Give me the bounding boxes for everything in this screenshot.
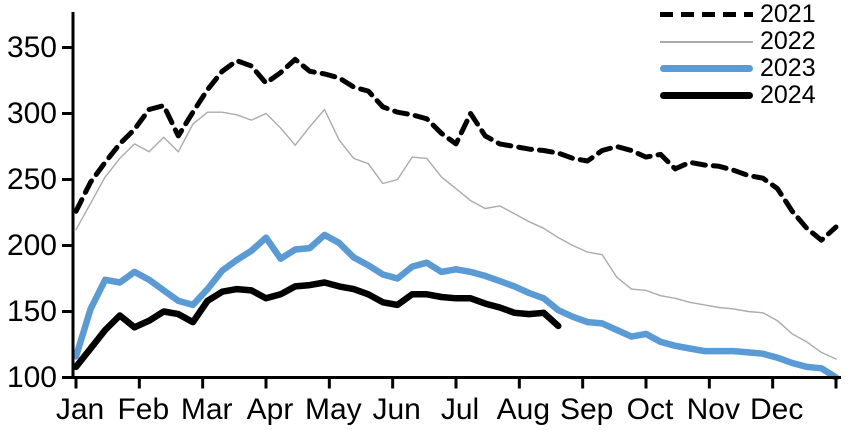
x-tick-label-Aug: Aug [497, 393, 550, 426]
legend-label-2021: 2021 [760, 0, 816, 28]
legend-item-2022: 2022 [660, 28, 850, 55]
y-tick-label-150: 150 [7, 295, 57, 328]
legend-item-2023: 2023 [660, 55, 850, 82]
legend-line-thick-blue-icon [660, 65, 753, 72]
x-tick-label-Jun: Jun [372, 393, 420, 426]
y-tick-label-200: 200 [7, 229, 57, 262]
series-line-2021 [73, 56, 839, 243]
legend-label-2022: 2022 [760, 27, 816, 55]
legend-line-thin-gray-icon [660, 40, 753, 43]
chart-legend: 2021 2022 2023 2024 [660, 1, 850, 109]
x-tick-label-Nov: Nov [687, 393, 740, 426]
x-tick-label-Sep: Sep [560, 393, 613, 426]
y-tick-label-250: 250 [7, 163, 57, 196]
legend-line-dashed-icon [660, 12, 753, 17]
x-tick-label-Oct: Oct [627, 393, 674, 426]
x-tick-label-Jul: Jul [441, 393, 479, 426]
legend-label-2024: 2024 [760, 81, 816, 109]
y-tick-label-350: 350 [7, 31, 57, 64]
y-tick-label-300: 300 [7, 97, 57, 130]
series-line-2024 [72, 279, 562, 371]
x-tick-label-Jan: Jan [56, 393, 104, 426]
x-tick-label-May: May [305, 393, 362, 426]
legend-item-2021: 2021 [660, 1, 850, 28]
legend-line-thick-black-icon [660, 92, 753, 99]
y-tick-label-100: 100 [7, 361, 57, 394]
x-tick-label-Feb: Feb [117, 393, 169, 426]
series-line-2023 [72, 231, 840, 381]
x-tick-label-Dec: Dec [750, 393, 803, 426]
legend-label-2023: 2023 [760, 54, 816, 82]
x-tick-label-Mar: Mar [181, 393, 233, 426]
legend-item-2024: 2024 [660, 82, 850, 109]
series-line-2022 [75, 108, 837, 360]
x-tick-label-Apr: Apr [247, 393, 294, 426]
